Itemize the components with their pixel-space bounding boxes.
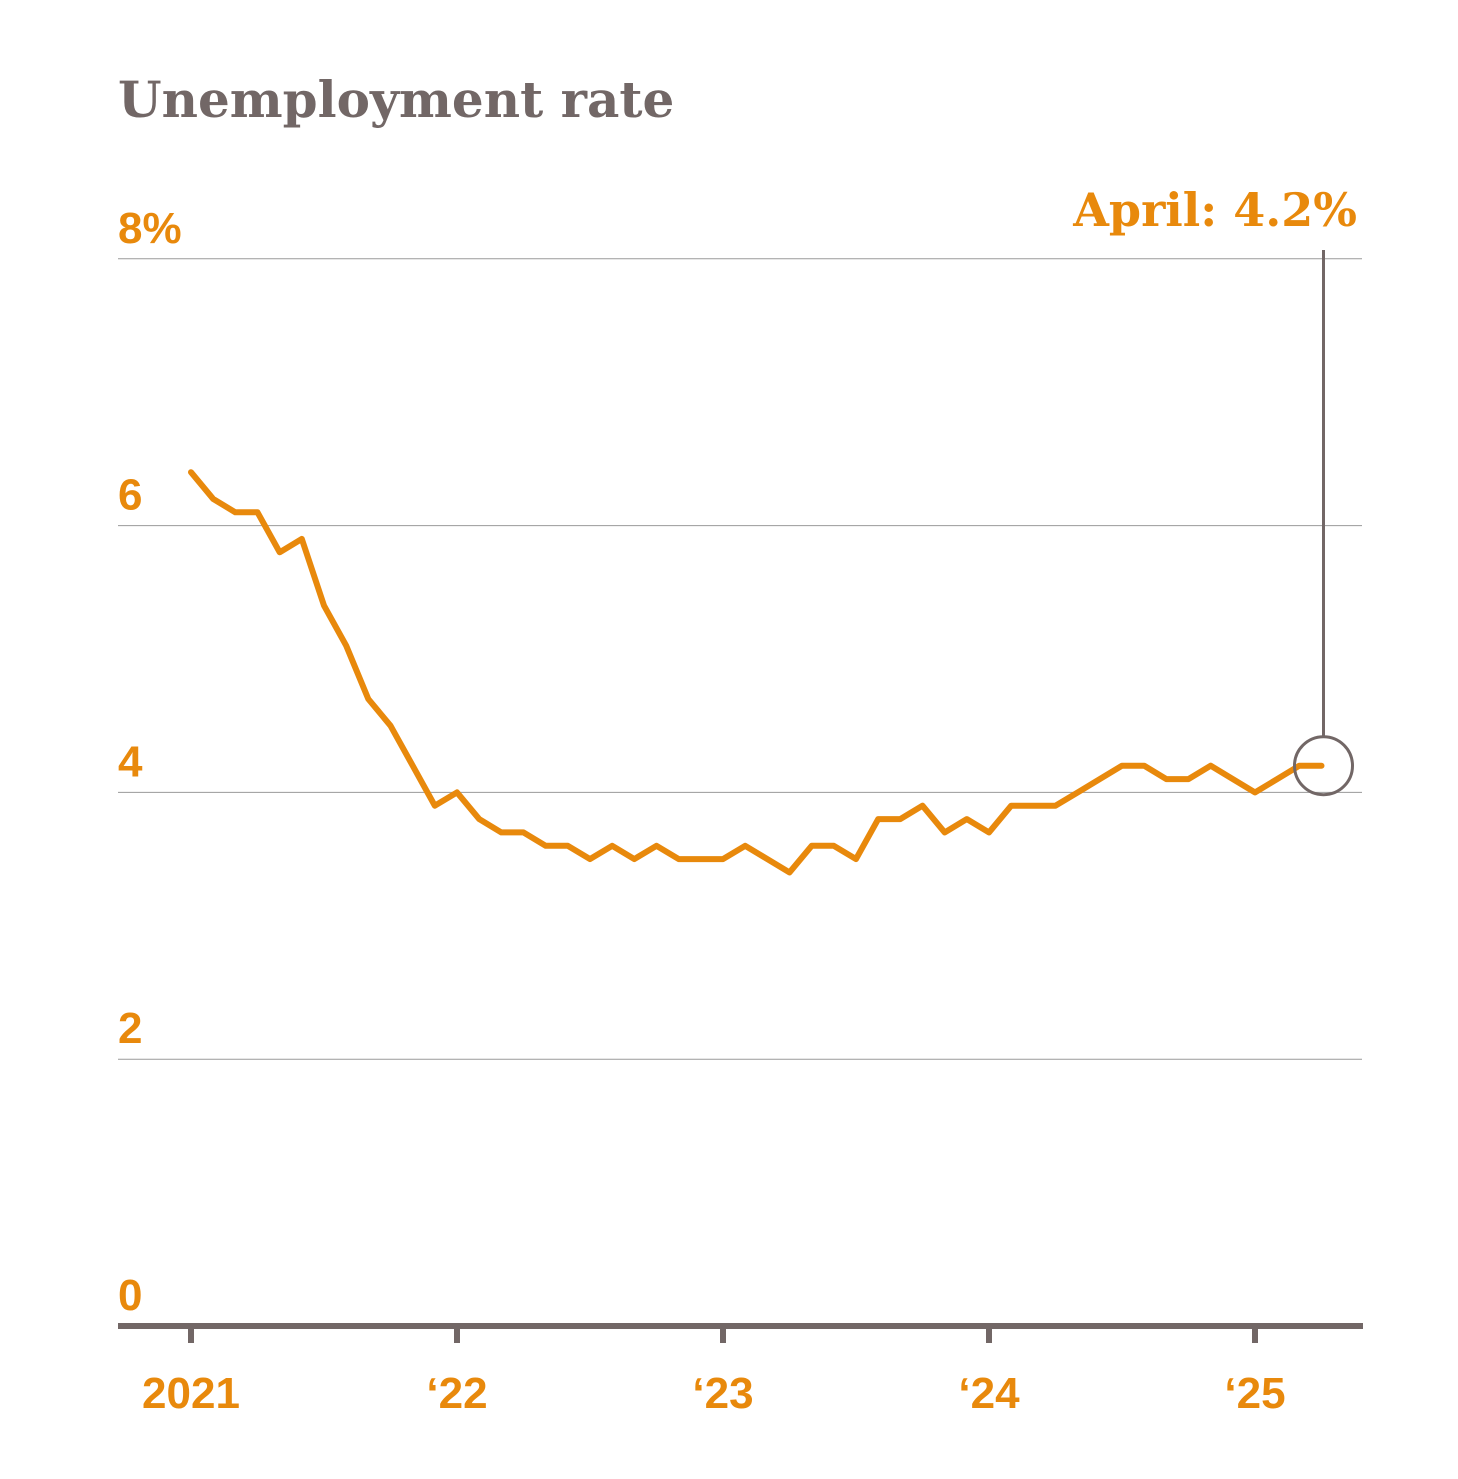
y-tick-label: 2 [118, 1004, 142, 1053]
y-tick-label: 0 [118, 1271, 142, 1320]
gridlines [118, 258, 1362, 1060]
chart-title: Unemployment rate [118, 70, 674, 129]
y-tick-label: 6 [118, 471, 142, 520]
x-axis: 2021 ‘22 ‘23 ‘24 ‘25 [118, 1323, 1363, 1418]
x-tick-label: ‘24 [958, 1369, 1020, 1418]
x-tick-label: ‘25 [1224, 1369, 1285, 1418]
annotation-label: April: 4.2% [1072, 183, 1357, 237]
annotation-circle [1293, 735, 1354, 797]
x-tick-label: ‘23 [692, 1369, 753, 1418]
series-line [188, 469, 1325, 876]
y-tick-label: 4 [118, 737, 143, 786]
x-tick-label: 2021 [142, 1369, 240, 1418]
y-tick-label: 8% [118, 204, 182, 253]
y-axis-ticks: 0 2 4 6 8% [118, 204, 182, 1320]
x-tick-label: ‘22 [426, 1369, 487, 1418]
annotation: April: 4.2% [1072, 183, 1357, 797]
